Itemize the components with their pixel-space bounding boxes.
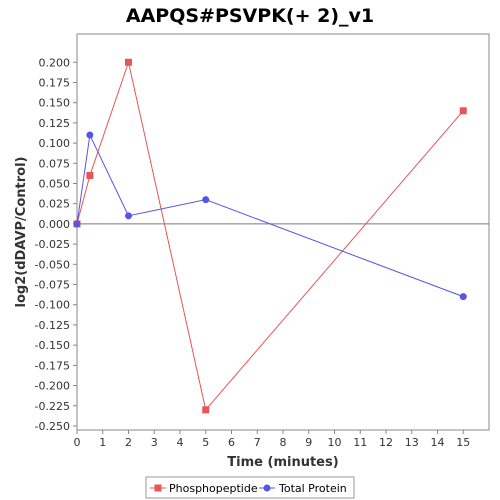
data-point-total-protein — [202, 196, 210, 204]
y-tick-label: 0.100 — [39, 137, 71, 150]
series-layer — [73, 58, 467, 414]
legend-box — [145, 476, 355, 499]
y-tick-label: -0.050 — [35, 258, 70, 271]
y-tick-label: 0.050 — [39, 178, 71, 191]
x-tick-label: 9 — [305, 436, 312, 449]
x-tick-label: 5 — [202, 436, 209, 449]
x-tick-label: 7 — [254, 436, 261, 449]
data-point-phosphopeptide — [125, 58, 132, 66]
legend-label-total-protein: Total Protein — [278, 482, 347, 495]
x-tick-label: 6 — [228, 436, 235, 449]
chart-title: AAPQS#PSVPK(+ 2)_v1 — [126, 5, 374, 27]
y-tick-label: -0.200 — [35, 380, 70, 393]
x-axis-label: Time (minutes) — [227, 455, 338, 470]
x-tick-label: 2 — [125, 436, 132, 449]
y-tick-label: -0.125 — [35, 319, 70, 332]
data-point-phosphopeptide — [459, 107, 467, 115]
y-tick-label: -0.225 — [35, 400, 70, 413]
data-point-phosphopeptide — [202, 406, 210, 414]
y-tick-label: -0.100 — [35, 299, 70, 312]
x-tick-label: 14 — [431, 436, 445, 449]
legend-marker-total-protein — [263, 484, 271, 492]
x-axis: 0 1 2 3 4 5 6 7 8 9 10 11 12 13 14 15 — [74, 430, 470, 449]
data-point-phosphopeptide — [86, 171, 94, 179]
y-tick-label: 0.200 — [39, 56, 71, 69]
x-tick-label: 13 — [405, 436, 419, 449]
x-tick-label: 3 — [151, 436, 158, 449]
data-point-total-protein — [459, 293, 467, 301]
y-axis: 0.200 0.175 0.150 0.125 0.100 0.075 0.050 0.025… — [35, 56, 77, 433]
y-tick-label: 0.075 — [39, 157, 71, 170]
x-tick-label: 11 — [353, 436, 367, 449]
x-tick-label: 15 — [456, 436, 470, 449]
y-tick-label: 0.000 — [39, 218, 71, 231]
data-point-total-protein — [125, 212, 132, 220]
legend: Phosphopeptide Total Protein — [145, 476, 355, 499]
legend-label-phosphopeptide: Phosphopeptide — [169, 482, 258, 495]
x-tick-label: 10 — [328, 436, 342, 449]
data-point-total-protein — [86, 131, 94, 139]
x-tick-label: 8 — [280, 436, 287, 449]
x-tick-label: 12 — [379, 436, 393, 449]
x-tick-label: 1 — [99, 436, 106, 449]
y-axis-label: log2(dDAVP/Control) — [14, 157, 29, 308]
y-tick-label: -0.250 — [35, 420, 70, 433]
y-tick-label: 0.025 — [39, 198, 71, 211]
y-tick-label: 0.150 — [39, 97, 71, 110]
plot-area — [76, 33, 490, 431]
y-tick-label: 0.125 — [39, 117, 71, 130]
y-tick-label: -0.075 — [35, 279, 70, 292]
y-tick-label: -0.150 — [35, 339, 70, 352]
y-tick-label: -0.175 — [35, 359, 70, 372]
data-point-total-protein — [73, 220, 81, 228]
x-tick-label: 4 — [177, 436, 184, 449]
y-tick-label: -0.025 — [35, 238, 70, 251]
legend-marker-phosphopeptide — [154, 484, 162, 492]
y-tick-label: 0.175 — [39, 76, 71, 89]
x-tick-label: 0 — [74, 436, 81, 449]
